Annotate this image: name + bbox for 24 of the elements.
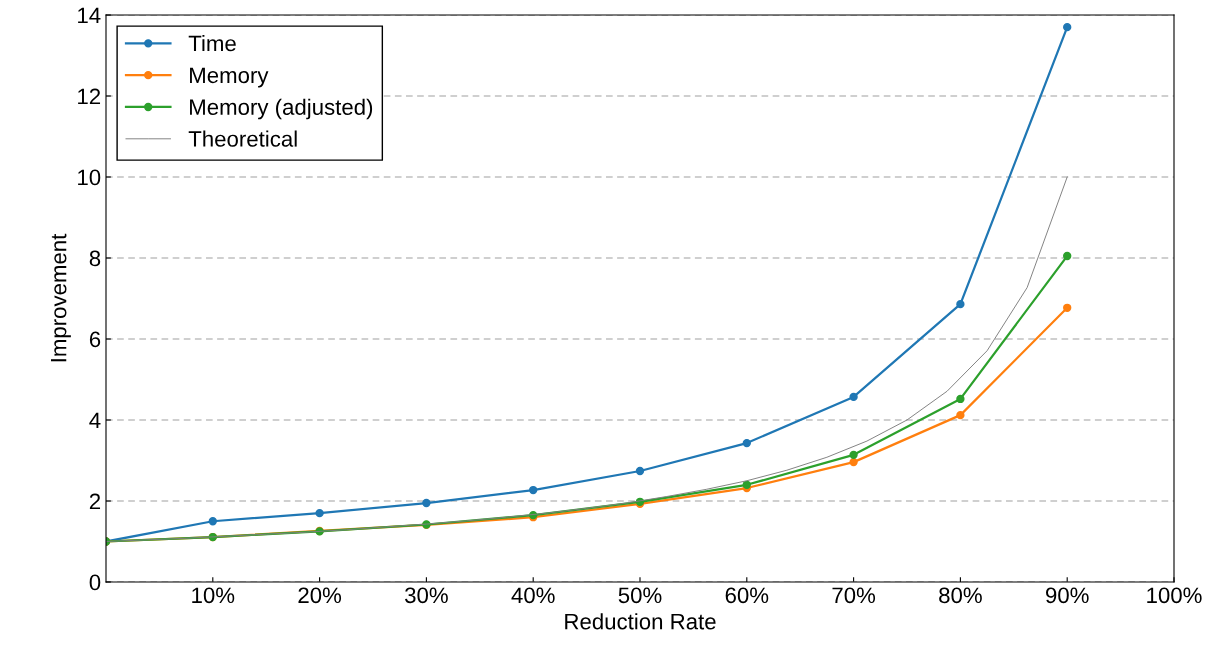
y-axis-title: Improvement bbox=[50, 233, 71, 362]
legend-label: Memory (adjusted) bbox=[190, 98, 373, 120]
x-tick-label: 80% bbox=[939, 587, 982, 604]
x-tick-label: 60% bbox=[725, 587, 769, 604]
x-tick-label: 10% bbox=[192, 587, 235, 604]
y-tick-label: 12 bbox=[78, 88, 101, 105]
x-tick-label: 70% bbox=[832, 587, 876, 604]
legend-label: Memory bbox=[190, 67, 269, 88]
legend-label: Time bbox=[188, 35, 236, 52]
y-tick-label: 4 bbox=[89, 412, 101, 429]
x-tick-label: 90% bbox=[1046, 587, 1089, 604]
y-tick-label: 6 bbox=[89, 331, 101, 348]
y-tick-label: 10 bbox=[78, 169, 101, 186]
x-axis-title: Reduction Rate bbox=[565, 613, 716, 630]
y-tick-label: 0 bbox=[89, 574, 101, 591]
x-tick-label: 30% bbox=[405, 587, 448, 604]
y-tick-label: 8 bbox=[89, 250, 101, 267]
y-tick-label: 14 bbox=[78, 7, 101, 24]
x-tick-label: 100% bbox=[1147, 587, 1202, 604]
legend-label: Theoretical bbox=[188, 130, 297, 147]
y-tick-label: 2 bbox=[89, 493, 101, 510]
x-tick-label: 20% bbox=[298, 587, 342, 604]
x-tick-label: 50% bbox=[618, 587, 662, 604]
x-tick-label: 40% bbox=[511, 587, 555, 604]
